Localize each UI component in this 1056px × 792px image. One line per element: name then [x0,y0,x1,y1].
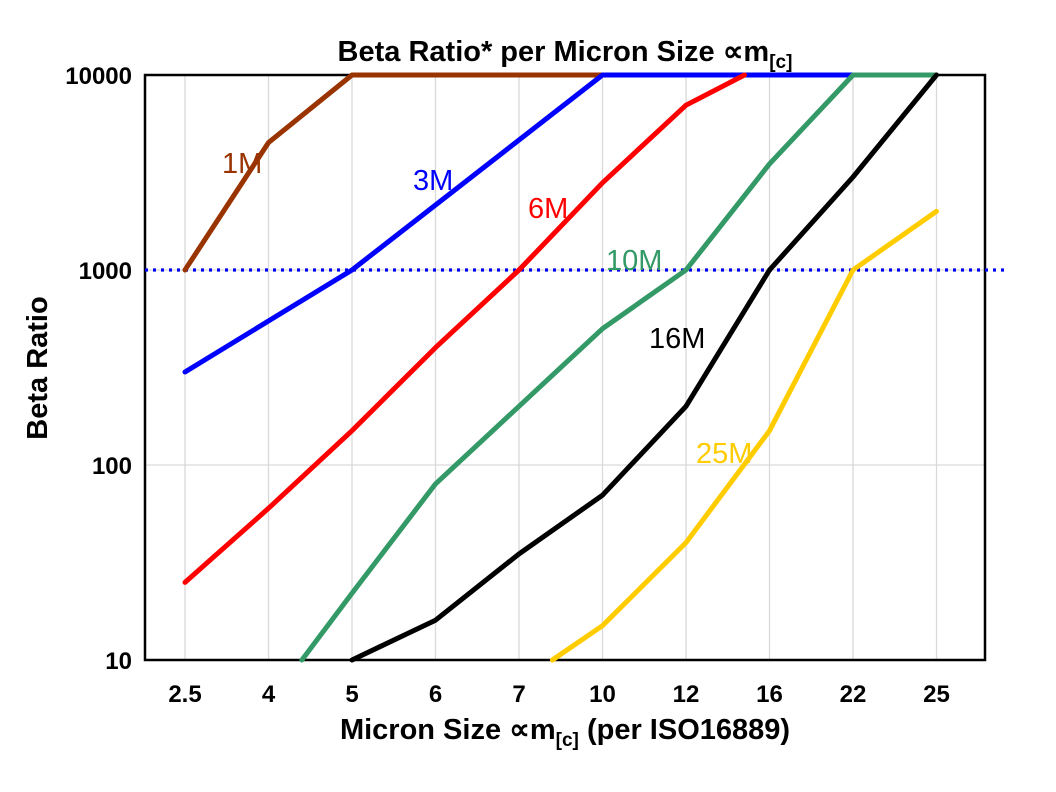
x-tick-label: 5 [345,681,358,708]
series-label-10M: 10M [606,245,662,277]
chart-title-symbol: ∝m [722,36,770,68]
series-line-3M [182,72,856,375]
x-tick-label: 12 [673,681,700,708]
y-axis-title: Beta Ratio [22,296,54,440]
x-axis-title: Micron Size ∝m[c] (per ISO16889) [145,712,985,752]
y-tick-label: 1000 [79,258,132,285]
x-tick-label: 16 [756,681,783,708]
series-label-25M: 25M [696,438,752,470]
series-line-16M [349,72,939,663]
series-label-3M: 3M [413,165,453,197]
x-axis-title-subscript: [c] [555,730,579,751]
x-tick-label: 10 [589,681,616,708]
x-tick-label: 6 [429,681,442,708]
x-tick-label: 2.5 [168,681,201,708]
y-tick-label: 100 [92,453,132,480]
x-axis-title-symbol: ∝m [509,714,556,746]
x-axis-title-post: (per ISO16889) [578,714,791,746]
y-tick-label: 10000 [65,63,132,90]
x-tick-label: 7 [512,681,525,708]
chart-title: Beta Ratio* per Micron Size ∝m[c] [145,34,985,74]
x-tick-label: 4 [262,681,276,708]
series-label-6M: 6M [528,193,568,225]
y-tick-label: 10 [105,648,132,675]
x-axis-title-pre: Micron Size [339,714,510,746]
series-line-6M [182,72,747,585]
x-tick-label: 22 [840,681,867,708]
series-line-1M [182,72,605,273]
series-label-16M: 16M [649,323,705,355]
chart-title-subscript: [c] [769,52,793,73]
chart-title-text: Beta Ratio* per Micron Size [337,36,723,68]
x-tick-label: 25 [923,681,950,708]
series-label-1M: 1M [222,148,262,180]
plot-area [145,75,985,660]
series-line-10M [299,72,939,663]
series-line-25M [549,208,939,663]
